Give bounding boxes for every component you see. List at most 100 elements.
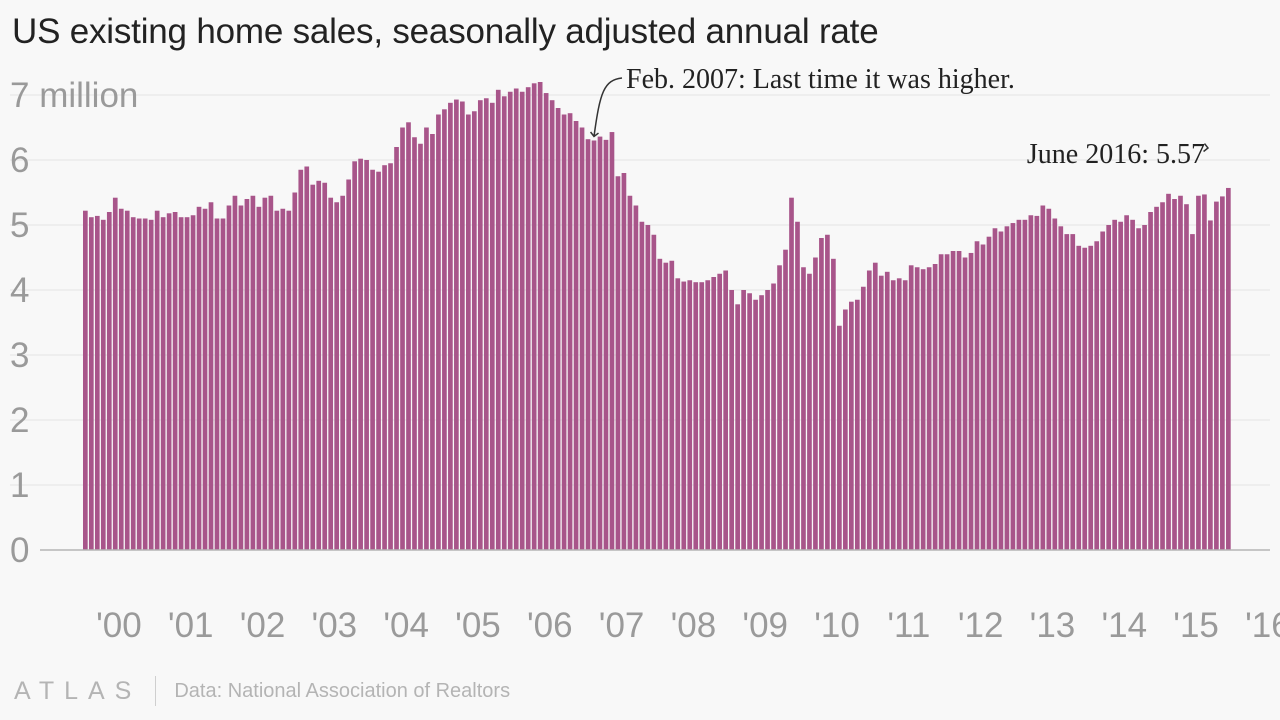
bar [896,278,902,550]
bar [513,88,519,550]
annotation-arrow [589,77,623,138]
y-axis-ticks: 0 1 2 3 4 5 6 7 million [10,76,138,570]
y-tick-label: 7 million [10,76,138,115]
bar [956,251,962,550]
bar [747,293,752,550]
x-tick-label: '08 [671,606,717,645]
bar [501,96,507,551]
x-tick-label: '13 [1030,606,1076,645]
bar [1004,226,1010,551]
bar [412,137,417,550]
bar [1094,241,1100,550]
bar [681,281,687,550]
bar [908,265,914,550]
bar [992,228,998,550]
bar [436,114,441,550]
bar [854,299,860,550]
bar [352,161,357,551]
bar [382,165,387,550]
bar [573,121,579,550]
bar [448,102,453,551]
bar [1010,223,1016,551]
bar [950,251,956,550]
bar [334,202,340,550]
bar [519,91,525,550]
bar [777,265,782,550]
bar [1184,204,1189,550]
bar [430,134,435,550]
x-tick-label: '01 [168,606,214,645]
bar [358,158,363,550]
bar [1052,218,1058,550]
x-axis-ticks: '00 '01 '02 '03 '04 '05 '06 '07 '08 '09 '10 '11 '12 '… [96,606,1280,645]
x-tick-label: '14 [1101,606,1147,645]
bar [178,217,184,550]
x-tick-label: '07 [599,606,645,645]
bar [310,184,316,550]
bar [1088,245,1094,551]
bar [202,208,208,550]
bar [495,89,501,551]
bar [298,169,304,550]
bar [884,271,890,550]
y-tick-label: 3 [10,336,29,375]
bar [1160,202,1165,550]
bar [585,139,591,550]
bar [1040,205,1046,550]
bar [998,231,1004,550]
bar [663,262,669,550]
bar [621,173,627,550]
bar [286,210,292,550]
bar [783,249,788,550]
bar [322,182,328,550]
bar [735,304,740,550]
x-tick-label: '04 [383,606,429,645]
bar [711,277,717,550]
bar [938,254,944,550]
bar [400,127,405,550]
bar [142,218,148,550]
bar [232,195,238,550]
x-tick-label: '00 [96,606,142,645]
bar [525,87,531,550]
bar [759,295,764,550]
x-tick-label: '02 [240,606,286,645]
bar [1070,234,1076,550]
bar [340,195,346,550]
bar [878,275,884,550]
bar [274,210,280,550]
bar [1154,206,1159,551]
bar [1118,221,1123,550]
bar [220,218,226,550]
bar [1016,219,1022,551]
bar [705,280,711,550]
bar [531,83,537,551]
bar [1100,231,1106,550]
footer-divider [155,676,157,706]
bar [208,202,214,550]
bar [196,206,202,551]
bar [717,273,723,550]
bar [166,213,172,551]
x-tick-label: '05 [455,606,501,645]
bar [723,270,729,550]
bar [801,267,806,550]
x-tick-label: '11 [887,606,930,645]
bar [944,254,950,550]
bar [866,270,872,550]
bars [83,82,1231,551]
bar [729,290,734,550]
bar [765,290,770,550]
bar [890,280,896,550]
bar [1202,194,1207,550]
bar [1082,247,1088,550]
bar [561,114,567,550]
x-tick-label: '10 [814,606,860,645]
bar [609,132,615,551]
bar [1130,219,1135,551]
annotation-label: Feb. 2007: Last time it was higher. [626,64,1015,95]
bar [597,136,603,550]
bar [112,197,118,550]
bar [825,234,830,550]
bar [460,101,465,550]
